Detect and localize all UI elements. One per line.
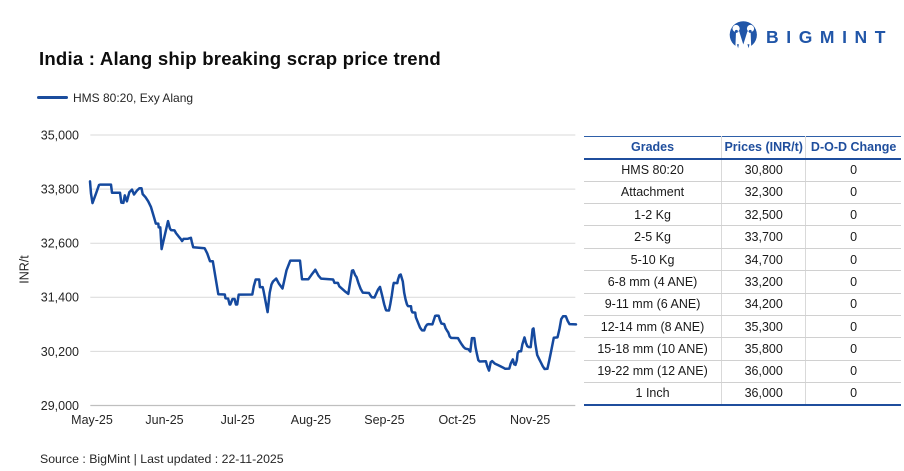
svg-text:Aug-25: Aug-25 (291, 413, 331, 427)
svg-text:Sep-25: Sep-25 (364, 413, 404, 427)
svg-text:Jun-25: Jun-25 (145, 413, 183, 427)
svg-text:31,400: 31,400 (41, 291, 79, 305)
svg-text:32,600: 32,600 (41, 237, 79, 251)
svg-text:30,200: 30,200 (41, 345, 79, 359)
svg-text:29,000: 29,000 (41, 399, 79, 413)
svg-text:33,800: 33,800 (41, 183, 79, 197)
svg-text:INR/t: INR/t (18, 255, 32, 284)
svg-text:Nov-25: Nov-25 (510, 413, 550, 427)
svg-text:35,000: 35,000 (41, 128, 79, 142)
svg-text:Jul-25: Jul-25 (221, 413, 255, 427)
svg-text:Oct-25: Oct-25 (438, 413, 476, 427)
svg-text:May-25: May-25 (71, 413, 113, 427)
